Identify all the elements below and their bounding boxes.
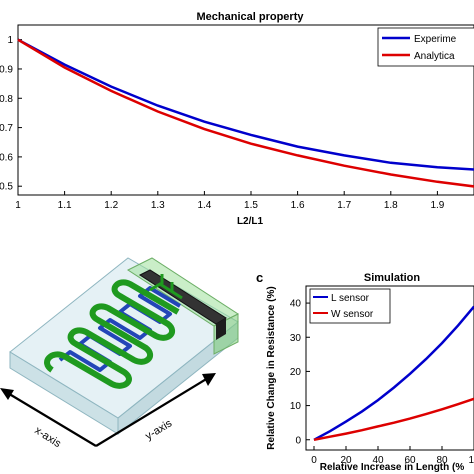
x-tick-label: 1.8 <box>384 200 398 211</box>
y-tick-label: 10 <box>290 401 302 412</box>
x-axis-arrowhead <box>0 388 14 400</box>
br-x-axis-label: Relative Increase in Length (% <box>320 462 465 473</box>
top-legend-box <box>377 27 474 67</box>
br-legend: L sensor W sensor <box>309 288 391 324</box>
panel-letter-c: c <box>256 270 263 285</box>
green-connector <box>149 274 183 300</box>
x-tick-label: 20 <box>340 455 352 466</box>
y-tick-label: 0.5 <box>0 182 13 193</box>
x-tick-label: 1.6 <box>291 200 305 211</box>
br-legend-label-w-sensor: W sensor <box>331 309 374 320</box>
x-tick-label: 1.5 <box>244 200 258 211</box>
x-tick-label: 0 <box>311 455 317 466</box>
top-series-lines <box>17 38 474 188</box>
x-tick-label: 1.1 <box>58 200 72 211</box>
y-tick-label: 40 <box>290 299 302 310</box>
x-tick-label: 1.7 <box>337 200 351 211</box>
x-axis-arrow <box>5 391 97 447</box>
top-chart-title: Mechanical property <box>197 11 305 23</box>
y-tick-label: 20 <box>290 367 302 378</box>
top-x-ticks: 11.11.21.31.41.51.61.71.81.92 <box>15 191 445 211</box>
x-axis-label: x-axis <box>32 424 63 450</box>
x-tick-label: 1.9 <box>430 200 444 211</box>
br-chart-title: Simulation <box>364 272 421 284</box>
top-y-ticks: 0.5 0.6 0.7 0.8 0.9 1 <box>0 35 22 193</box>
x-tick-label: 1.2 <box>104 200 118 211</box>
mechanical-property-chart: Mechanical property 1 1.1 1.2 1.3 1.4 1.5 1.6 1… <box>0 11 474 227</box>
top-x-axis-label: L2/L1 <box>237 216 264 227</box>
top-legend-label-analytical: Analytica <box>414 51 455 62</box>
y-tick-label: 0.8 <box>0 94 13 105</box>
series-line-w-sensor <box>313 397 474 442</box>
series-line-experime <box>17 38 474 171</box>
y-tick-label: 1 <box>7 35 13 46</box>
br-plot-frame <box>305 285 474 451</box>
green-serpentine-trace <box>44 279 180 389</box>
br-series-lines <box>313 305 474 442</box>
y-tick-label: 0 <box>295 435 301 446</box>
br-y-ticks: 0 10 20 30 40 <box>290 299 310 446</box>
x-tick-label: 10 <box>468 455 474 466</box>
y-tick-label: 30 <box>290 333 302 344</box>
series-line-analytica <box>17 38 474 188</box>
y-axis-label: y-axis <box>143 417 174 442</box>
sensor-3d-diagram: x-axis y-axis <box>0 257 240 450</box>
y-tick-label: 0.6 <box>0 152 13 163</box>
x-tick-label: 80 <box>436 455 448 466</box>
top-legend-label-experiment: Experime <box>414 34 457 45</box>
x-tick-label: 60 <box>404 455 416 466</box>
br-legend-label-l-sensor: L sensor <box>331 293 370 304</box>
top-legend: Experime Analytica <box>377 27 474 67</box>
x-tick-label: 1 <box>15 200 21 211</box>
simulation-chart: c Simulation 0 20 40 60 80 10 0 10 20 30 40 Relat… <box>256 270 474 473</box>
y-tick-label: 0.9 <box>0 64 13 75</box>
br-x-ticks: 0 20 40 60 80 10 <box>311 446 474 466</box>
top-plot-frame <box>17 24 474 196</box>
x-tick-label: 40 <box>372 455 384 466</box>
y-axis-arrowhead <box>202 373 216 386</box>
br-legend-box <box>309 288 391 324</box>
y-axis-arrow <box>95 377 209 447</box>
x-tick-label: 1.4 <box>197 200 211 211</box>
x-tick-label: 1.3 <box>151 200 165 211</box>
y-tick-label: 0.7 <box>0 123 13 134</box>
br-y-axis-label: Relative Change in Resistance (%) <box>266 286 277 449</box>
series-line-l-sensor <box>313 305 474 441</box>
electrode-bar-front <box>216 318 226 340</box>
